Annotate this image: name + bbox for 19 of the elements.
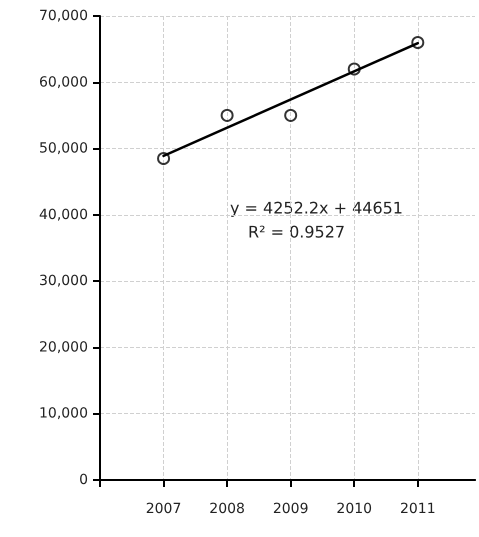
x-tick-label: 2009 [272,501,308,517]
x-tick-label: 2011 [400,501,436,517]
y-tick-label: 30,000 [39,273,88,290]
point [348,62,361,76]
point [284,108,298,122]
y-tick-label: 10,000 [39,406,88,422]
point [157,152,170,166]
y-tick-label: 0 [79,472,88,488]
x-tick-label: 2008 [209,501,245,517]
point [220,108,234,122]
y-tick-label: 20,000 [39,339,88,356]
y-tick-label: 60,000 [39,74,88,90]
x-tick-label: 2007 [146,501,182,517]
point [411,36,424,50]
y-tick-label: 70,000 [39,8,88,24]
y-tick-label: 40,000 [39,206,88,223]
y-tick-label: 50,000 [39,140,88,157]
annotation: R² = 0.9527 [248,222,346,242]
x-tick-label: 2010 [336,501,372,517]
